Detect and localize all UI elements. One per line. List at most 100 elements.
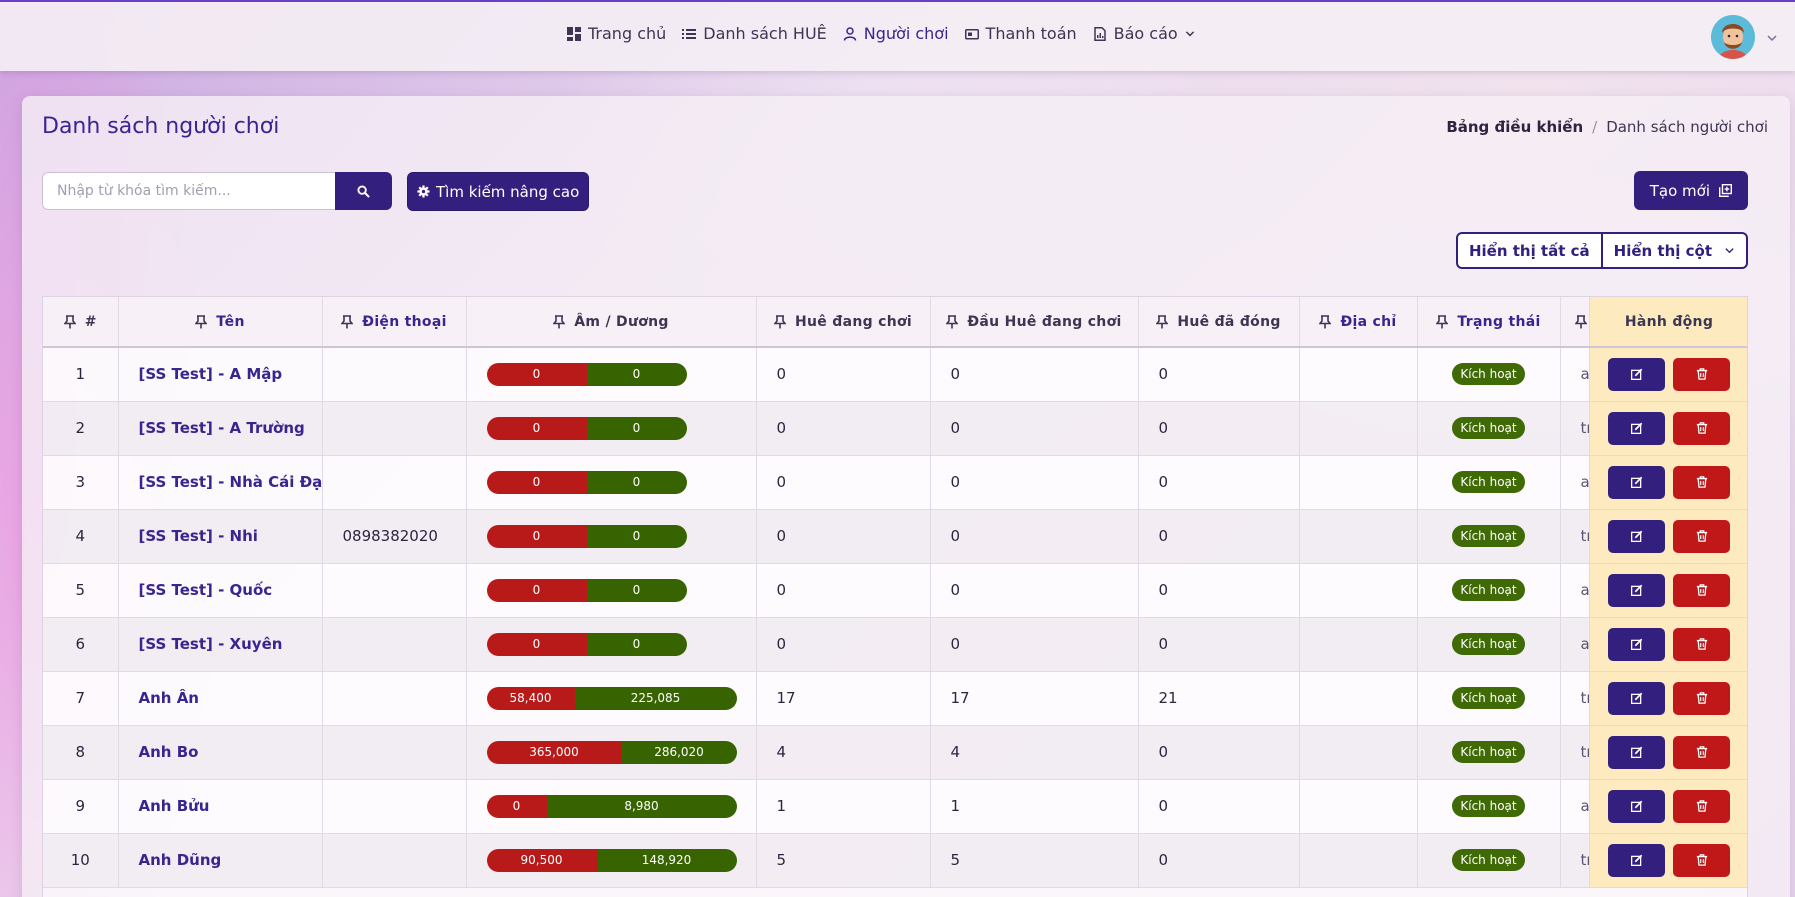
cell-extra: tr	[1560, 401, 1590, 456]
cell-dau-hue-playing: 0	[930, 509, 1139, 564]
edit-button[interactable]	[1608, 681, 1665, 715]
col-header-extra[interactable]	[1560, 297, 1590, 348]
status-badge: Kích hoạt	[1452, 741, 1525, 763]
pin-icon[interactable]	[1156, 314, 1169, 329]
pin-icon[interactable]	[63, 314, 76, 329]
delete-button[interactable]	[1673, 735, 1730, 769]
cell-name[interactable]: [SS Test] - Xuyên	[118, 617, 323, 672]
cell-index: 2	[43, 401, 119, 456]
delete-button[interactable]	[1673, 465, 1730, 499]
cell-name[interactable]: Anh Ân	[118, 671, 323, 726]
cell-actions	[1589, 455, 1747, 510]
cell-index: 9	[43, 779, 119, 834]
pin-icon[interactable]	[774, 314, 787, 329]
pin-icon[interactable]	[1436, 314, 1449, 329]
status-badge: Kích hoạt	[1452, 579, 1525, 601]
pin-icon[interactable]	[341, 314, 354, 329]
chevron-down-icon[interactable]	[1766, 32, 1778, 44]
search-input[interactable]	[42, 172, 335, 210]
cell-balance: 0 8,980	[466, 779, 757, 834]
delete-button[interactable]	[1673, 681, 1730, 715]
create-button[interactable]: Tạo mới	[1633, 171, 1748, 210]
edit-button[interactable]	[1608, 735, 1665, 769]
search-group	[42, 172, 392, 210]
balance-positive: 0	[586, 578, 687, 602]
breadcrumb-home[interactable]: Bảng điều khiển	[1446, 118, 1584, 136]
cell-phone	[322, 401, 467, 456]
show-columns-dropdown[interactable]: Hiển thị cột	[1600, 234, 1746, 267]
avatar[interactable]	[1711, 15, 1755, 59]
main-card: Danh sách người chơi Bảng điều khiển / D…	[22, 96, 1790, 897]
col-header-balance[interactable]: Âm / Dương	[466, 297, 757, 348]
cell-name[interactable]: Anh Bo	[118, 725, 323, 780]
edit-button[interactable]	[1608, 843, 1665, 877]
cell-index: 1	[43, 347, 119, 402]
balance-bar: 58,400 225,085	[486, 686, 737, 710]
edit-button[interactable]	[1608, 357, 1665, 391]
nav-item-players[interactable]: Người chơi	[843, 24, 949, 43]
delete-button[interactable]	[1673, 843, 1730, 877]
balance-bar: 0 8,980	[486, 794, 737, 818]
nav-item-label: Danh sách HUÊ	[703, 24, 827, 43]
cell-actions	[1589, 401, 1747, 456]
cell-hue-closed: 0	[1138, 509, 1300, 564]
pin-icon[interactable]	[946, 314, 959, 329]
nav-item-payment[interactable]: Thanh toán	[964, 24, 1077, 43]
cell-extra: a	[1560, 455, 1590, 510]
balance-positive: 0	[586, 470, 687, 494]
pin-icon[interactable]	[1319, 314, 1332, 329]
cell-name[interactable]: [SS Test] - A Mập	[118, 347, 323, 402]
pin-icon[interactable]	[1574, 314, 1587, 329]
nav-item-hue-list[interactable]: Danh sách HUÊ	[682, 24, 827, 43]
balance-negative: 0	[486, 632, 587, 656]
cell-name[interactable]: [SS Test] - Nhi	[118, 509, 323, 564]
col-header-address[interactable]: Địa chỉ	[1299, 297, 1418, 348]
cell-name[interactable]: [SS Test] - Nhà Cái Đạt	[118, 455, 323, 510]
edit-button[interactable]	[1608, 519, 1665, 553]
cell-name[interactable]: [SS Test] - A Trường	[118, 401, 323, 456]
trash-icon	[1696, 476, 1707, 488]
cell-balance: 90,500 148,920	[466, 833, 757, 888]
cell-name[interactable]: Anh Dũng	[118, 833, 323, 888]
edit-button[interactable]	[1608, 789, 1665, 823]
pin-icon[interactable]	[553, 314, 566, 329]
delete-button[interactable]	[1673, 789, 1730, 823]
trash-icon	[1696, 368, 1707, 381]
delete-button[interactable]	[1673, 519, 1730, 553]
table-row: 6 [SS Test] - Xuyên 0 0 0 0 0 Kích hoạt a	[43, 617, 1747, 672]
cell-hue-playing: 0	[756, 455, 931, 510]
cell-name[interactable]: [SS Test] - Quốc	[118, 563, 323, 618]
cell-name[interactable]: Anh Bửu	[118, 779, 323, 834]
advanced-search-button[interactable]: Tìm kiếm nâng cao	[407, 172, 590, 211]
edit-button[interactable]	[1608, 627, 1665, 661]
edit-button[interactable]	[1608, 465, 1665, 499]
col-header-status[interactable]: Trạng thái	[1417, 297, 1561, 348]
delete-button[interactable]	[1673, 573, 1730, 607]
main-nav: Trang chủ Danh sách HUÊ Người chơi Thanh…	[567, 24, 1195, 43]
search-button[interactable]	[335, 172, 392, 210]
edit-button[interactable]	[1608, 411, 1665, 445]
col-header-hue-playing[interactable]: Huê đang chơi	[756, 297, 931, 348]
col-header-phone[interactable]: Điện thoại	[322, 297, 467, 348]
nav-item-home[interactable]: Trang chủ	[567, 24, 666, 43]
cell-extra: tr	[1560, 725, 1590, 780]
col-header-hue-closed[interactable]: Huê đã đóng	[1138, 297, 1300, 348]
edit-button[interactable]	[1608, 573, 1665, 607]
col-header-dau-hue-playing[interactable]: Đầu Huê đang chơi	[930, 297, 1139, 348]
cell-hue-playing: 0	[756, 347, 931, 402]
cell-index: 3	[43, 455, 119, 510]
cell-hue-playing: 0	[756, 401, 931, 456]
delete-button[interactable]	[1673, 357, 1730, 391]
nav-item-report[interactable]: Báo cáo	[1093, 24, 1195, 43]
show-all-button[interactable]: Hiển thị tất cả	[1468, 241, 1590, 260]
delete-button[interactable]	[1673, 411, 1730, 445]
show-columns-label: Hiển thị cột	[1613, 241, 1712, 260]
cell-status: Kích hoạt	[1417, 671, 1561, 726]
col-header-name[interactable]: Tên	[118, 297, 323, 348]
nav-item-label: Trang chủ	[588, 24, 667, 43]
col-header-index[interactable]: #	[43, 297, 119, 348]
pin-icon[interactable]	[195, 314, 208, 329]
delete-button[interactable]	[1673, 627, 1730, 661]
